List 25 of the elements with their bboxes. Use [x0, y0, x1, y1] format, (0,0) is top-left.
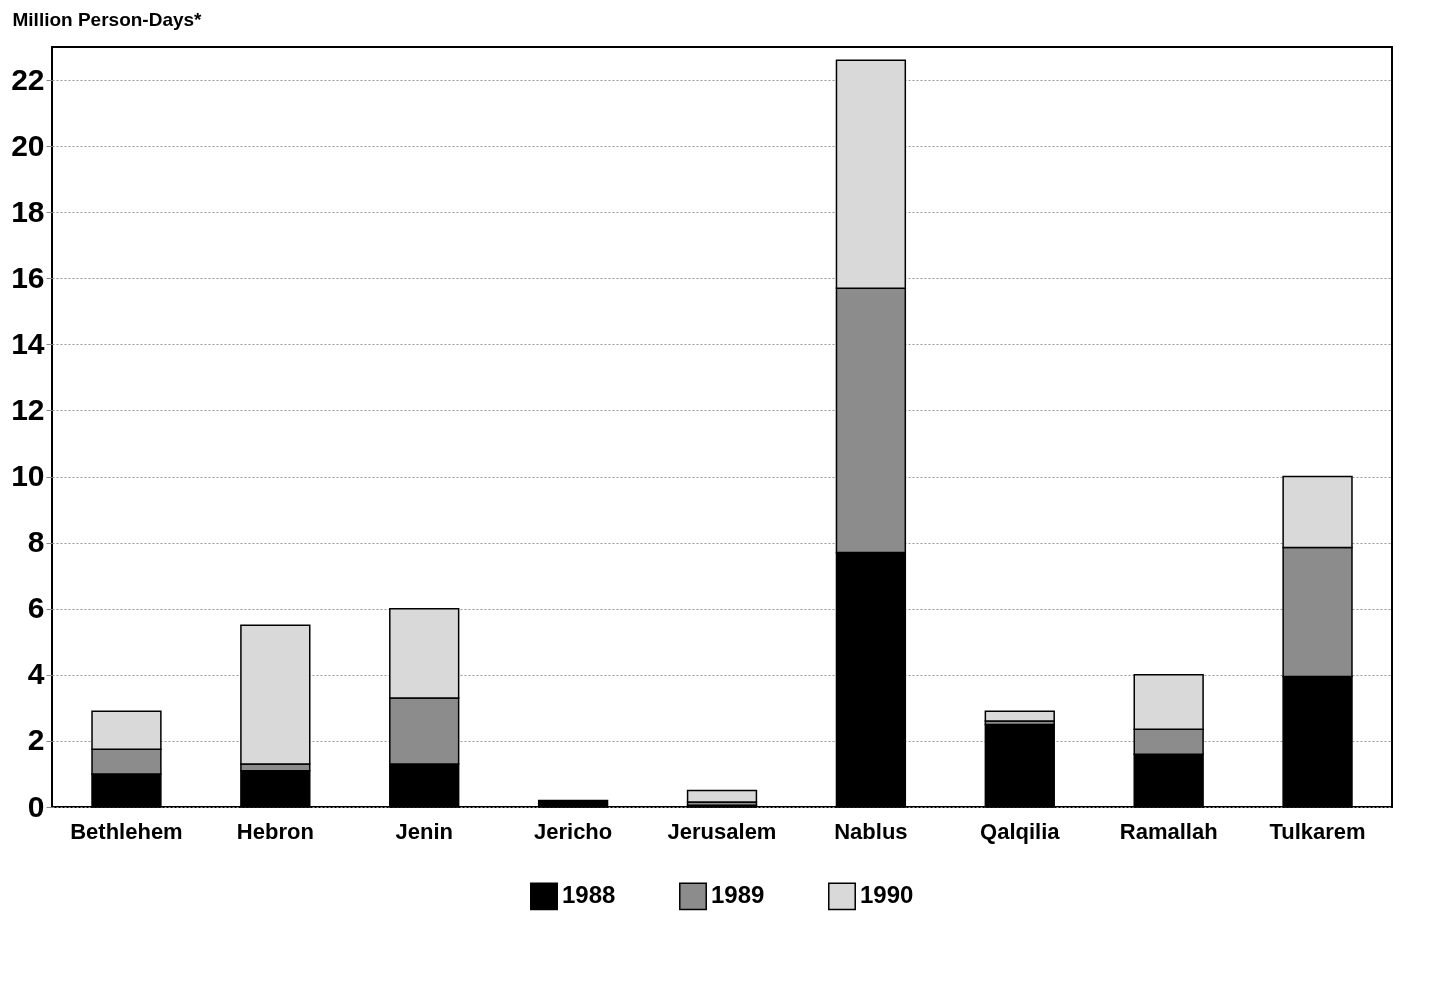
x-tick-label: Bethlehem: [70, 818, 183, 844]
y-tick-label: 4: [27, 657, 45, 691]
x-tick-label: Hebron: [236, 818, 314, 844]
y-tick-label: 12: [11, 392, 45, 426]
y-tick-label: 16: [11, 260, 45, 294]
x-tick-label: Tulkarem: [1269, 818, 1366, 844]
legend-label: 1988: [562, 881, 616, 909]
y-axis-title: Million Person-Days*: [12, 8, 203, 30]
y-tick-label: 18: [11, 194, 45, 228]
x-tick-label: Jerusalem: [667, 818, 777, 844]
y-tick-label: 22: [11, 62, 45, 96]
y-tick-label: 0: [27, 789, 45, 823]
y-tick-label: 2: [27, 723, 45, 757]
legend-label: 1990: [860, 881, 914, 909]
x-tick-label: Nablus: [834, 818, 908, 844]
y-tick-label: 14: [11, 326, 45, 360]
x-tick-label: Qalqilia: [980, 818, 1061, 844]
y-tick-label: 10: [11, 459, 45, 493]
y-tick-label: 8: [27, 525, 45, 559]
y-tick-label: 20: [11, 128, 45, 162]
legend-label: 1989: [711, 881, 765, 909]
x-tick-label: Jenin: [395, 818, 453, 844]
y-tick-label: 6: [27, 591, 45, 625]
x-tick-label: Ramallah: [1119, 818, 1218, 844]
x-tick-label: Jericho: [533, 818, 613, 844]
